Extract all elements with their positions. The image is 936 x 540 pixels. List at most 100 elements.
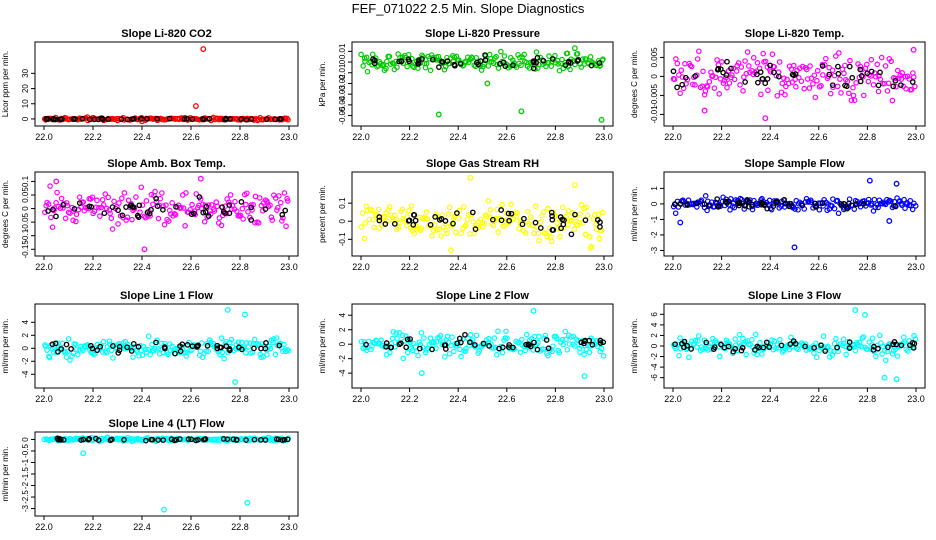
data-point-black [86,203,93,210]
data-point [555,61,561,67]
data-point [808,75,815,82]
data-point-black [86,435,93,442]
data-point [845,90,852,97]
data-point [544,205,551,212]
data-point [866,339,873,345]
data-point-black [822,348,829,354]
x-tick-label: 22.0 [664,394,682,404]
data-point [463,59,469,66]
data-point [598,345,605,352]
data-point [874,61,881,68]
data-point [486,335,492,342]
data-point [397,220,403,226]
data-point [263,351,270,358]
data-point [696,48,702,55]
panel-9: Slope Line 3 Flow ml/min per min. 22.0 22.2… [630,290,926,404]
data-point-black [86,116,93,123]
y-tick-label: 2 [650,333,659,338]
data-point [524,208,531,215]
x-tick-label: 23.0 [595,262,613,272]
data-point-black [597,340,604,346]
data-point [139,202,146,208]
data-point [679,74,686,80]
data-point [864,346,871,352]
data-point [599,209,606,216]
data-point [725,339,732,346]
data-point-black [811,344,817,351]
data-point [380,61,387,68]
data-point [722,74,729,81]
data-point [879,351,885,357]
data-point-black [858,73,865,79]
plot-frame [351,41,614,127]
data-point-black [138,115,145,122]
data-point [596,235,603,242]
data-point [253,341,259,347]
data-point [449,334,455,340]
data-point [427,67,434,74]
outlier-point [139,118,145,125]
outlier-point [893,376,900,383]
data-point-black [674,84,680,91]
outlier-point [677,219,684,226]
data-point-black [679,81,686,88]
data-point [285,116,291,123]
data-point-black [892,77,899,84]
data-point [842,62,848,69]
data-point [445,211,452,217]
data-point-black [142,437,149,444]
data-point [522,347,529,354]
data-point [839,342,846,349]
data-point [820,72,826,78]
data-point-black [670,68,677,75]
plot-frame [663,41,926,127]
data-point-black [575,56,581,63]
data-point [762,58,769,65]
data-point-black [177,343,183,349]
data-point-black [236,344,242,351]
data-point-black [720,69,726,76]
data-point [370,216,376,223]
data-point [227,192,234,198]
data-point-black [451,61,458,68]
data-point [284,195,290,202]
data-point [393,330,399,336]
data-point-black [802,343,808,350]
data-point [106,207,113,213]
data-point-black [109,204,116,210]
data-point [733,68,740,74]
y-tick-label: 0 [338,59,347,64]
data-point [434,226,440,233]
data-point-black [682,74,689,81]
data-point-black [534,54,541,61]
data-point [847,57,853,64]
x-tick-label: 22.2 [401,132,419,142]
data-point-black [567,60,574,66]
data-point [219,349,226,356]
data-point-black [160,437,167,443]
data-point [840,336,847,342]
data-point [243,349,249,356]
data-point [769,51,776,58]
data-point [502,222,508,229]
data-point [774,92,781,99]
data-point [582,231,589,238]
data-point [284,198,291,204]
data-point [147,351,153,358]
data-point-black [282,207,289,214]
data-point-black [281,436,288,443]
data-point [274,204,281,211]
plot-frame [351,171,614,257]
data-point [570,333,577,340]
data-point [221,355,227,362]
data-point [868,200,875,207]
y-tick-label: -0.02 [338,74,347,93]
data-point [799,63,806,70]
data-point [47,183,53,189]
data-point-black [396,341,403,348]
data-point [122,338,129,345]
data-point [48,214,54,221]
data-point [481,220,488,227]
x-tick-label: 22.8 [859,394,877,404]
y-tick-label: -2 [21,481,30,489]
